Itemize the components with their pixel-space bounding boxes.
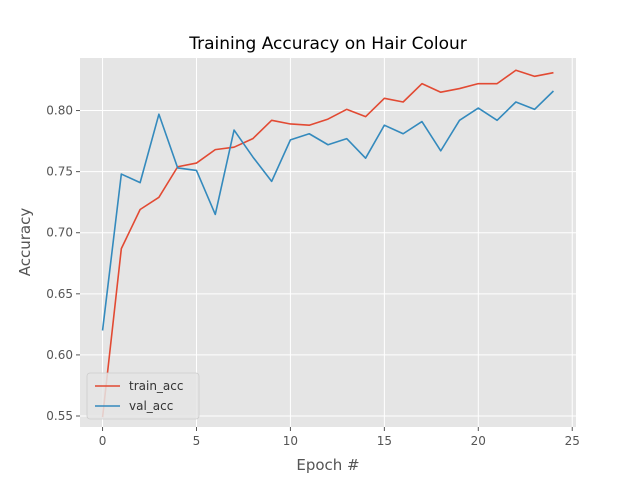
legend-label-val-acc: val_acc (129, 399, 173, 413)
y-tick-label: 0.55 (46, 409, 73, 423)
y-tick-label: 0.75 (46, 165, 73, 179)
legend: train_acc val_acc (86, 372, 200, 420)
legend-label-train-acc: train_acc (129, 379, 183, 393)
series-val-acc (101, 90, 555, 331)
series-lines (101, 69, 555, 418)
y-tick-label: 0.60 (46, 348, 73, 362)
x-tick-label: 10 (283, 434, 298, 448)
y-tick-label: 0.65 (46, 287, 73, 301)
chart-title: Training Accuracy on Hair Colour (188, 34, 467, 54)
x-tick-label: 0 (99, 434, 107, 448)
y-axis: 0.55 0.60 0.65 0.70 0.75 0.80 (46, 104, 80, 423)
grid (80, 58, 576, 427)
y-axis-label: Accuracy (16, 208, 34, 277)
x-tick-label: 25 (565, 434, 580, 448)
x-axis: 0 5 10 15 20 25 (99, 427, 580, 448)
plot-area (80, 58, 576, 427)
x-axis-label: Epoch # (296, 456, 359, 474)
x-tick-label: 15 (377, 434, 392, 448)
y-tick-label: 0.70 (46, 226, 73, 240)
y-tick-label: 0.80 (46, 104, 73, 118)
legend-box (86, 372, 200, 420)
x-tick-label: 20 (471, 434, 486, 448)
x-tick-label: 5 (193, 434, 201, 448)
